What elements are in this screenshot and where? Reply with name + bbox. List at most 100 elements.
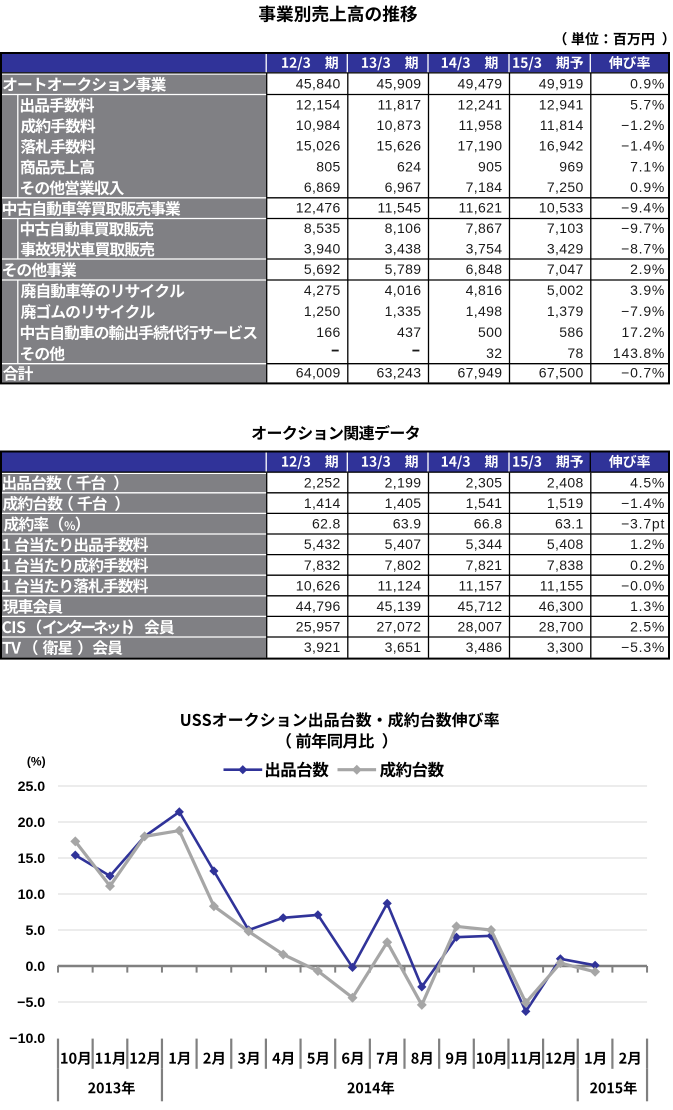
svg-text:62.8: 62.8 xyxy=(312,516,341,532)
svg-text:2,199: 2,199 xyxy=(385,474,422,490)
svg-text:1,250: 1,250 xyxy=(304,303,341,319)
svg-text:10,626: 10,626 xyxy=(296,577,341,593)
svg-text:49,479: 49,479 xyxy=(457,76,502,92)
svg-text:11,545: 11,545 xyxy=(378,200,422,216)
svg-text:28,007: 28,007 xyxy=(457,619,502,635)
svg-text:−9.7%: −9.7% xyxy=(621,220,665,236)
svg-text:8,106: 8,106 xyxy=(385,220,422,236)
svg-text:66.8: 66.8 xyxy=(474,516,503,532)
svg-text:64,009: 64,009 xyxy=(296,365,341,381)
svg-text:4,275: 4,275 xyxy=(304,282,341,298)
svg-text:143.8%: 143.8% xyxy=(613,345,665,361)
svg-text:1.2%: 1.2% xyxy=(630,536,665,552)
svg-text:7,832: 7,832 xyxy=(304,557,341,573)
svg-text:3,754: 3,754 xyxy=(466,240,503,256)
svg-text:4.5%: 4.5% xyxy=(630,474,665,490)
svg-text:17,190: 17,190 xyxy=(457,138,502,154)
svg-text:805: 805 xyxy=(316,158,340,174)
svg-text:624: 624 xyxy=(397,158,421,174)
svg-text:10,873: 10,873 xyxy=(376,117,421,133)
svg-text:0.9%: 0.9% xyxy=(630,179,665,195)
svg-text:1,414: 1,414 xyxy=(304,495,341,511)
svg-text:11,621: 11,621 xyxy=(459,200,503,216)
svg-text:437: 437 xyxy=(397,324,421,340)
svg-text:500: 500 xyxy=(478,324,502,340)
svg-text:5,002: 5,002 xyxy=(547,282,584,298)
svg-text:0.9%: 0.9% xyxy=(630,76,665,92)
svg-text:45,909: 45,909 xyxy=(376,76,421,92)
svg-text:63.1: 63.1 xyxy=(555,516,584,532)
svg-text:5,408: 5,408 xyxy=(547,536,584,552)
svg-text:−1.2%: −1.2% xyxy=(621,117,665,133)
svg-text:5,432: 5,432 xyxy=(304,536,341,552)
svg-text:−5.3%: −5.3% xyxy=(621,639,665,655)
svg-text:45,139: 45,139 xyxy=(376,598,421,614)
svg-text:8,535: 8,535 xyxy=(304,220,341,236)
svg-text:15.0: 15.0 xyxy=(18,851,46,867)
svg-text:7,821: 7,821 xyxy=(466,557,503,573)
svg-text:28,700: 28,700 xyxy=(539,619,584,635)
svg-text:10,984: 10,984 xyxy=(296,117,341,133)
svg-text:25.0: 25.0 xyxy=(18,779,46,795)
svg-text:12,476: 12,476 xyxy=(296,200,341,216)
svg-text:1.3%: 1.3% xyxy=(630,598,665,614)
svg-text:2,408: 2,408 xyxy=(547,474,584,490)
svg-text:0.2%: 0.2% xyxy=(630,557,665,573)
svg-text:27,072: 27,072 xyxy=(376,619,421,635)
svg-text:11,814: 11,814 xyxy=(540,117,584,133)
svg-text:11,124: 11,124 xyxy=(378,577,422,593)
svg-text:3,651: 3,651 xyxy=(385,639,422,655)
svg-text:5,692: 5,692 xyxy=(304,261,341,277)
svg-text:7,838: 7,838 xyxy=(547,557,584,573)
svg-text:−8.7%: −8.7% xyxy=(621,240,665,256)
svg-text:45,712: 45,712 xyxy=(457,598,502,614)
svg-text:12,241: 12,241 xyxy=(457,96,502,112)
svg-text:67,949: 67,949 xyxy=(457,365,502,381)
svg-text:166: 166 xyxy=(316,324,340,340)
svg-text:2.5%: 2.5% xyxy=(630,619,665,635)
svg-text:3,300: 3,300 xyxy=(547,639,584,655)
svg-text:7,867: 7,867 xyxy=(466,220,503,236)
svg-text:46,300: 46,300 xyxy=(539,598,584,614)
svg-text:32: 32 xyxy=(486,345,502,361)
svg-text:11,155: 11,155 xyxy=(540,577,584,593)
svg-text:3,921: 3,921 xyxy=(304,639,341,655)
svg-text:2.9%: 2.9% xyxy=(630,261,665,277)
svg-text:−7.9%: −7.9% xyxy=(621,303,665,319)
svg-text:25,957: 25,957 xyxy=(296,619,341,635)
svg-text:586: 586 xyxy=(559,324,583,340)
svg-text:−1.4%: −1.4% xyxy=(621,138,665,154)
svg-text:3,940: 3,940 xyxy=(304,240,341,256)
svg-text:16,942: 16,942 xyxy=(539,138,584,154)
svg-text:15,026: 15,026 xyxy=(296,138,341,154)
svg-text:0.0: 0.0 xyxy=(25,959,45,975)
svg-text:3.9%: 3.9% xyxy=(630,282,665,298)
svg-text:−9.4%: −9.4% xyxy=(621,200,665,216)
svg-text:11,958: 11,958 xyxy=(459,117,503,133)
svg-text:67,500: 67,500 xyxy=(539,365,584,381)
svg-text:17.2%: 17.2% xyxy=(621,324,665,340)
svg-text:1,335: 1,335 xyxy=(385,303,422,319)
svg-text:6,869: 6,869 xyxy=(304,179,341,195)
svg-text:−3.7pt: −3.7pt xyxy=(621,516,665,532)
svg-text:10,533: 10,533 xyxy=(539,200,584,216)
svg-text:7,103: 7,103 xyxy=(547,220,584,236)
svg-text:1,541: 1,541 xyxy=(466,495,503,511)
svg-text:969: 969 xyxy=(559,158,583,174)
svg-text:49,919: 49,919 xyxy=(539,76,584,92)
svg-text:15,626: 15,626 xyxy=(376,138,421,154)
svg-text:12,941: 12,941 xyxy=(539,96,584,112)
svg-text:2,305: 2,305 xyxy=(466,474,503,490)
svg-text:11,817: 11,817 xyxy=(378,96,422,112)
svg-text:4,816: 4,816 xyxy=(466,282,503,298)
svg-text:5,407: 5,407 xyxy=(385,536,422,552)
svg-text:11,157: 11,157 xyxy=(459,577,503,593)
svg-text:63.9: 63.9 xyxy=(393,516,422,532)
svg-text:3,429: 3,429 xyxy=(547,240,584,256)
svg-text:12,154: 12,154 xyxy=(296,96,341,112)
svg-text:7.1%: 7.1% xyxy=(630,158,665,174)
svg-text:78: 78 xyxy=(567,345,583,361)
svg-text:3,438: 3,438 xyxy=(385,240,422,256)
svg-text:6,848: 6,848 xyxy=(466,261,503,277)
svg-text:10.0: 10.0 xyxy=(18,887,46,903)
